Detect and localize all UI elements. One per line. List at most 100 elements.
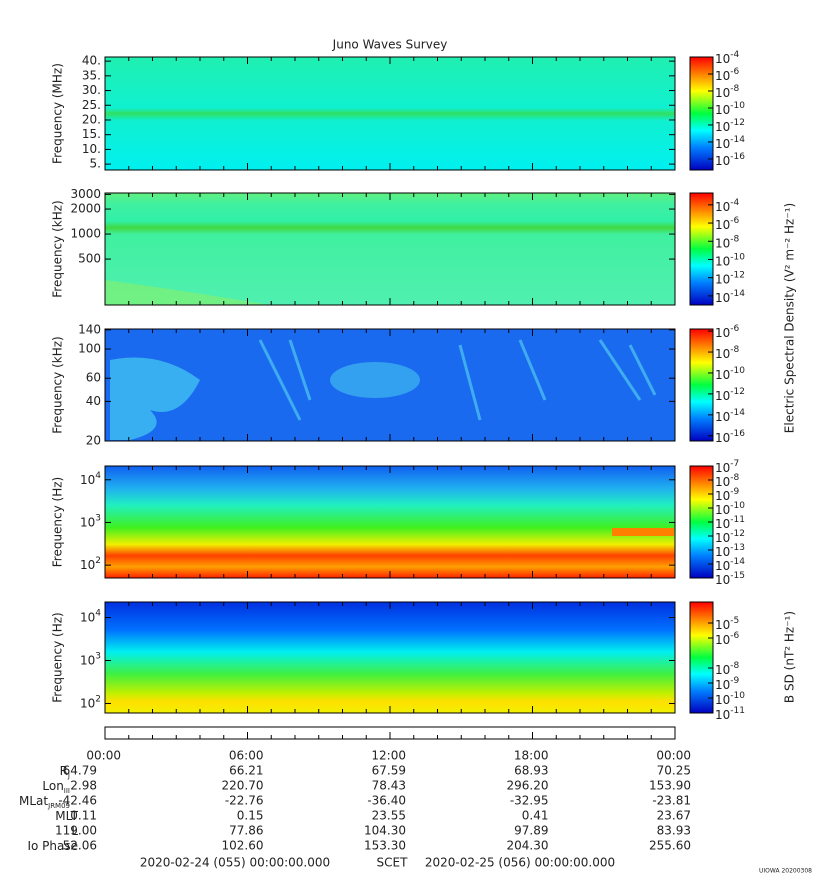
y-tick-label: 60 bbox=[86, 371, 101, 385]
colorbar-tick-label: 10-11 bbox=[715, 515, 745, 531]
ephemeris-value: -36.40 bbox=[367, 794, 406, 808]
colorbar bbox=[689, 601, 714, 714]
tick-base: 10 bbox=[715, 290, 730, 304]
ephemeris-sub: J bbox=[67, 772, 70, 780]
tick-exp: -8 bbox=[730, 234, 739, 244]
y-tick-label: 30. bbox=[82, 83, 101, 97]
y-tick-label: 2000 bbox=[70, 202, 101, 216]
tick-base: 10 bbox=[715, 430, 730, 444]
colorbar-tick-label: 10-14 bbox=[715, 407, 745, 423]
ephemeris-name: MLat bbox=[19, 794, 48, 808]
tick-base: 10 bbox=[715, 461, 730, 475]
ephemeris-name: Lon bbox=[42, 779, 63, 793]
ephemeris-label: RJ bbox=[60, 764, 70, 781]
tick-exp: -14 bbox=[730, 557, 745, 567]
ephemeris-value: 0.41 bbox=[522, 809, 549, 823]
tick-exp: -5 bbox=[730, 616, 739, 626]
tick-exp: -11 bbox=[730, 706, 745, 716]
x-tick-label: 00:00 bbox=[86, 749, 121, 763]
ephemeris-value: 23.55 bbox=[372, 809, 406, 823]
tick-exp: 2 bbox=[95, 556, 101, 566]
tick-base: 10 bbox=[715, 633, 730, 647]
tick-base: 10 bbox=[715, 678, 730, 692]
tick-exp: -8 bbox=[730, 473, 739, 483]
tick-base: 10 bbox=[715, 119, 730, 133]
ephemeris-name: Io Phase bbox=[27, 839, 78, 853]
tick-exp: -6 bbox=[730, 216, 739, 226]
ephemeris-value: -32.95 bbox=[510, 794, 549, 808]
tick-exp: -8 bbox=[730, 345, 739, 355]
ephemeris-value: 68.93 bbox=[514, 764, 548, 778]
colorbar-tick-label: 10-4 bbox=[715, 50, 740, 66]
tick-base: 10 bbox=[715, 708, 730, 722]
colorbar bbox=[689, 56, 714, 171]
ephemeris-name: MLT bbox=[55, 809, 78, 823]
tick-exp: -7 bbox=[730, 459, 739, 469]
tick-exp: -9 bbox=[730, 676, 739, 686]
ephemeris-value: 67.59 bbox=[372, 764, 406, 778]
ephemeris-label: MLT bbox=[55, 809, 78, 823]
tick-base: 10 bbox=[80, 472, 95, 486]
tick-base: 10 bbox=[715, 663, 730, 677]
colorbar-tick-label: 10-10 bbox=[715, 100, 745, 116]
tick-base: 10 bbox=[715, 573, 730, 587]
colorbar-tick-label: 10-9 bbox=[715, 676, 740, 692]
tick-exp: -10 bbox=[730, 501, 745, 511]
ephemeris-value: 97.89 bbox=[514, 824, 548, 838]
tick-base: 10 bbox=[715, 531, 730, 545]
ephemeris-name: R bbox=[60, 764, 68, 778]
x-tick-label: 12:00 bbox=[371, 749, 406, 763]
colorbar-tick-label: 10-13 bbox=[715, 543, 745, 559]
tick-base: 10 bbox=[715, 503, 730, 517]
y-tick-label: 35. bbox=[82, 68, 101, 82]
y-tick-label: 102 bbox=[80, 694, 101, 710]
y-tick-label: 10. bbox=[82, 142, 101, 156]
y-tick-label: 140 bbox=[78, 322, 101, 336]
tick-base: 10 bbox=[715, 199, 730, 213]
y-tick-label: 104 bbox=[80, 608, 101, 624]
colorbar-tick-label: 10-16 bbox=[715, 428, 745, 444]
ephemeris-value: 0.11 bbox=[70, 809, 97, 823]
tick-base: 10 bbox=[80, 558, 95, 572]
spectrogram-fills bbox=[105, 57, 675, 713]
ephemeris-value: -42.46 bbox=[58, 794, 97, 808]
tick-exp: 4 bbox=[95, 470, 101, 480]
emission bbox=[330, 362, 420, 398]
tick-exp: -6 bbox=[730, 631, 739, 641]
tick-base: 10 bbox=[715, 388, 730, 402]
tick-exp: -12 bbox=[730, 270, 745, 280]
ephemeris-label: Io Phase bbox=[27, 839, 78, 853]
ephemeris-name: L bbox=[71, 824, 78, 838]
tick-exp: -14 bbox=[730, 407, 745, 417]
y-tick-label: 100 bbox=[78, 342, 101, 356]
x-tick-label: 18:00 bbox=[514, 749, 549, 763]
tick-exp: -6 bbox=[730, 324, 739, 334]
tick-exp: -14 bbox=[730, 134, 745, 144]
tick-exp: -15 bbox=[730, 571, 745, 581]
colorbar-tick-label: 10-6 bbox=[715, 631, 740, 647]
y-tick-label: 40 bbox=[86, 394, 101, 408]
tick-exp: 4 bbox=[95, 608, 101, 618]
x-tick-label: 00:00 bbox=[656, 749, 691, 763]
tick-base: 10 bbox=[715, 559, 730, 573]
emission bbox=[612, 528, 674, 536]
colorbar bbox=[689, 328, 714, 442]
colorbar-tick-label: 10-8 bbox=[715, 345, 740, 361]
colorbar-tick-label: 10-8 bbox=[715, 661, 740, 677]
tick-exp: -8 bbox=[730, 661, 739, 671]
tick-base: 10 bbox=[715, 136, 730, 150]
spectrogram-2 bbox=[105, 193, 675, 305]
spectrogram-5 bbox=[105, 602, 675, 713]
colorbar-tick-label: 10-8 bbox=[715, 83, 740, 99]
y-tick-label: 104 bbox=[80, 470, 101, 486]
tick-exp: -13 bbox=[730, 543, 745, 553]
ephemeris-value: 204.30 bbox=[507, 839, 549, 853]
tick-exp: -9 bbox=[730, 487, 739, 497]
colorbar-tick-label: 10-11 bbox=[715, 706, 745, 722]
y-tick-label: 102 bbox=[80, 556, 101, 572]
tick-exp: -10 bbox=[730, 691, 745, 701]
colorbar-tick-label: 10-10 bbox=[715, 691, 745, 707]
y-tick-label: 3000 bbox=[70, 187, 101, 201]
y-tick-label: 103 bbox=[80, 651, 101, 667]
tick-exp: -16 bbox=[730, 151, 745, 161]
